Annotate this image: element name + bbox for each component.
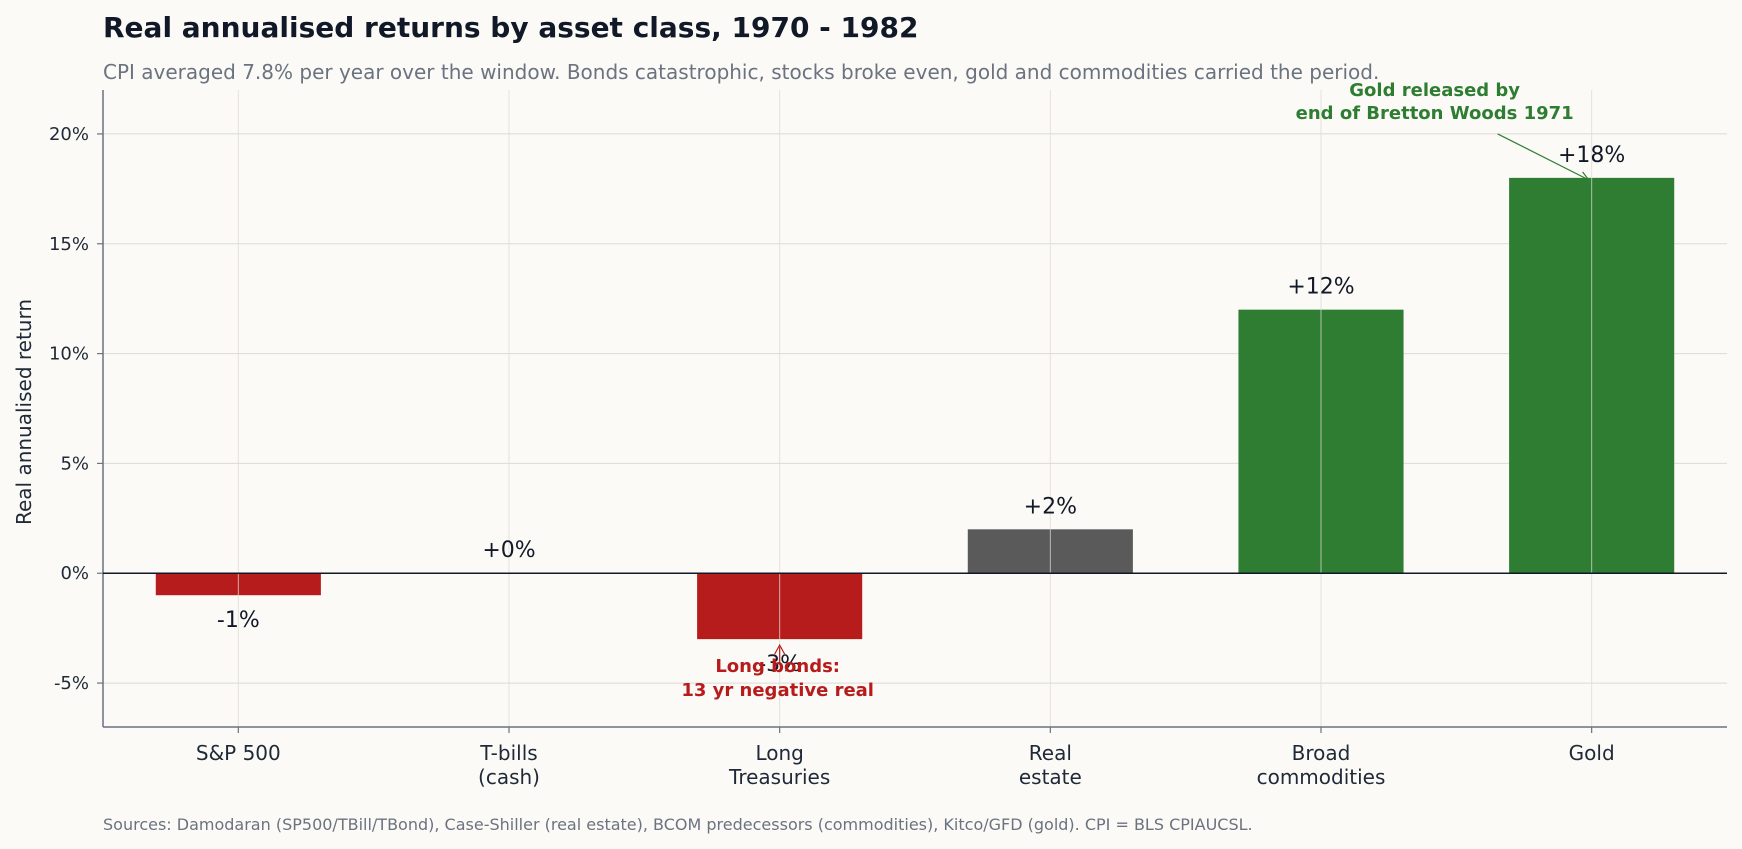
y-tick-label: 20%: [49, 124, 89, 145]
data-label: -1%: [217, 608, 260, 633]
tick-labels: -5% 0% 5% 10% 15% 20% S&P 500 T-bills (cash) Long…: [49, 124, 1615, 789]
y-tick-label: -5%: [54, 673, 89, 694]
annotation-gold: Gold released by end of Bretton Woods 197…: [1296, 80, 1574, 124]
data-label: +18%: [1558, 143, 1625, 168]
x-tick-label: Real estate: [1019, 741, 1082, 789]
y-tick-label: 0%: [60, 563, 89, 584]
x-tick-label: T-bills (cash): [478, 741, 540, 789]
annotations: Long bonds: 13 yr negative real Gold relea…: [681, 80, 1590, 701]
x-tick-label: Gold: [1569, 741, 1615, 765]
vertical-grid-lines: [237, 90, 1593, 727]
y-tick-label: 10%: [49, 344, 89, 365]
x-tick-label: Broad commodities: [1257, 741, 1386, 789]
annotation-arrowhead: [1578, 171, 1590, 181]
x-tick-label: S&P 500: [196, 741, 281, 765]
data-label: +0%: [482, 538, 535, 563]
grid-lines: [103, 133, 1727, 684]
chart-title: Real annualised returns by asset class, …: [103, 11, 918, 44]
annotation-arrow: [1497, 133, 1589, 181]
annotation-long-bonds: Long bonds: 13 yr negative real: [681, 656, 874, 701]
y-tick-label: 5%: [60, 453, 89, 474]
y-axis-label: Real annualised return: [12, 299, 36, 525]
annotation-arrowhead: [774, 643, 786, 655]
y-tick-label: 15%: [49, 234, 89, 255]
data-label: +12%: [1287, 275, 1354, 300]
data-label: +2%: [1024, 494, 1077, 519]
chart-subtitle: CPI averaged 7.8% per year over the wind…: [103, 60, 1379, 84]
source-note: Sources: Damodaran (SP500/TBill/TBond), …: [103, 815, 1253, 834]
axes: [97, 90, 1727, 733]
x-tick-label: Long Treasuries: [728, 741, 830, 789]
